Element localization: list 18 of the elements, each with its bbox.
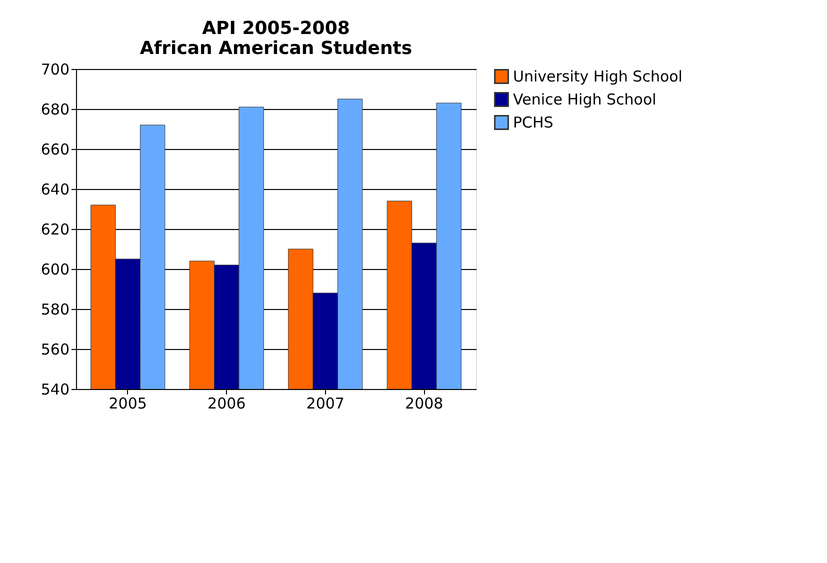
y-tick-label: 660 [40,140,70,158]
text: API 2005-2008 [202,18,350,39]
legend-label: PCHS [513,114,554,132]
y-tick-label: 620 [40,220,70,238]
x-tick-label: 2005 [108,394,147,412]
text: African American Students [140,38,412,59]
y-tick-label: 640 [40,180,70,198]
y-tick-label: 540 [40,380,70,398]
legend-label: University High School [513,68,682,86]
x-tick-label: 2007 [306,394,344,412]
y-tick-label: 680 [40,100,70,118]
legend-label: Venice High School [513,90,656,108]
x-tick-label: 2006 [208,394,246,412]
y-tick-label: 580 [40,300,70,318]
y-tick-label: 560 [40,340,70,358]
x-tick-label: 2008 [405,394,444,412]
y-tick-label: 600 [40,260,70,278]
y-tick-label: 700 [40,60,70,78]
